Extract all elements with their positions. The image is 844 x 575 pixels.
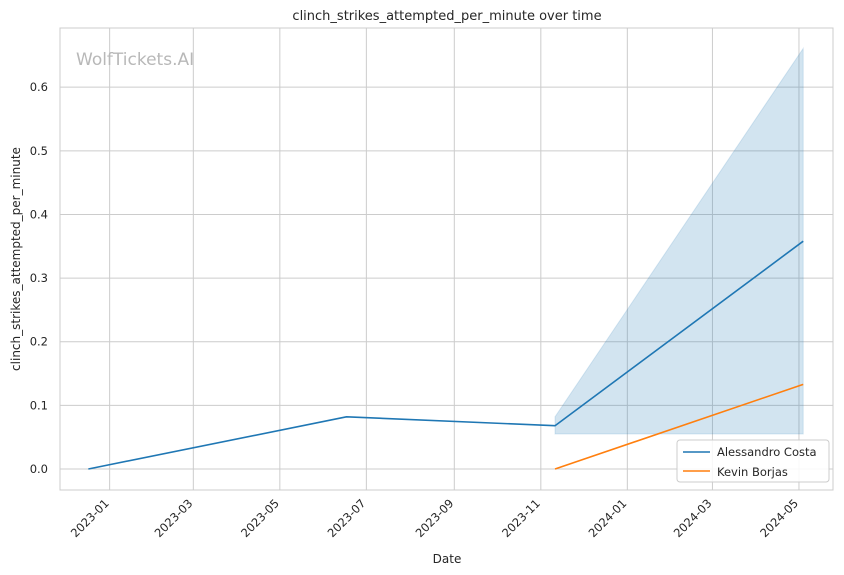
series-lines-layer bbox=[88, 240, 804, 470]
x-tick-label: 2023-07 bbox=[325, 496, 369, 540]
x-tick-label: 2023-11 bbox=[499, 496, 543, 540]
x-tick-label: 2024-05 bbox=[757, 496, 801, 540]
legend-label-alessandro-costa: Alessandro Costa bbox=[717, 445, 817, 459]
y-tick-label: 0.5 bbox=[30, 144, 48, 158]
y-tick-label: 0.3 bbox=[30, 271, 48, 285]
grid-layer bbox=[60, 28, 833, 490]
legend-label-kevin-borjas: Kevin Borjas bbox=[717, 465, 788, 479]
y-axis-label: clinch_strikes_attempted_per_minute bbox=[9, 147, 23, 371]
confidence-band-layer bbox=[554, 46, 804, 435]
x-tick-label: 2024-01 bbox=[586, 496, 630, 540]
watermark-text: WolfTickets.AI bbox=[76, 50, 194, 70]
x-tick-label: 2023-03 bbox=[152, 496, 196, 540]
x-tick-label: 2023-09 bbox=[413, 496, 457, 540]
x-axis-label: Date bbox=[433, 552, 462, 566]
y-tick-label: 0.4 bbox=[30, 207, 48, 221]
confidence-band bbox=[554, 46, 804, 435]
y-tick-label: 0.2 bbox=[30, 335, 48, 349]
y-tick-label: 0.6 bbox=[30, 80, 48, 94]
x-tick-label: 2024-03 bbox=[671, 496, 715, 540]
y-tick-label: 0.1 bbox=[30, 398, 48, 412]
legend-box bbox=[676, 439, 830, 483]
legend: Alessandro Costa Kevin Borjas bbox=[676, 439, 830, 483]
x-tick-label: 2023-01 bbox=[68, 496, 112, 540]
chart-title: clinch_strikes_attempted_per_minute over… bbox=[292, 9, 601, 24]
y-tick-label: 0.0 bbox=[30, 462, 48, 476]
series-line-alessandro-costa bbox=[88, 240, 804, 470]
plot-frame bbox=[59, 27, 834, 491]
series-line-kevin-borjas bbox=[554, 383, 804, 470]
x-tick-label: 2023-05 bbox=[238, 496, 282, 540]
